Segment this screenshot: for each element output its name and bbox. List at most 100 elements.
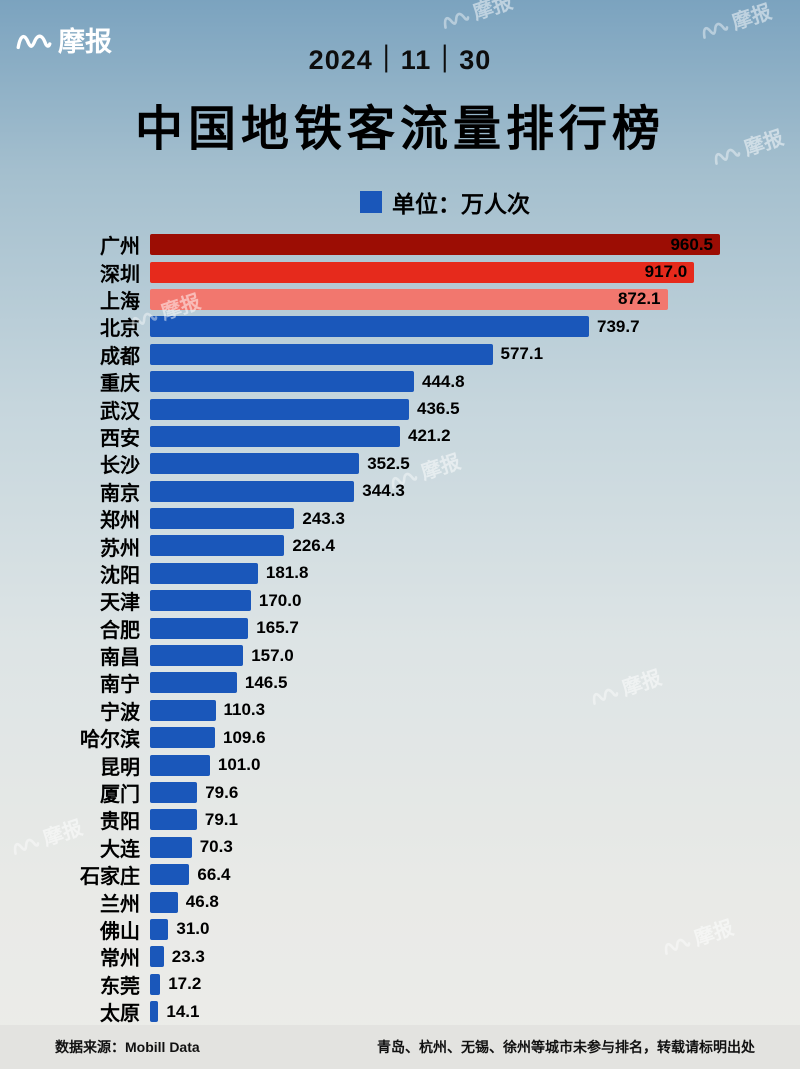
value-label: 243.3 bbox=[302, 508, 345, 528]
bar-row: 石家庄 66.4 bbox=[0, 861, 800, 888]
bar-row: 北京 739.7 bbox=[0, 313, 800, 340]
bar-row: 重庆 444.8 bbox=[0, 368, 800, 395]
bar-row: 苏州 226.4 bbox=[0, 532, 800, 560]
bar-row: 南京 344.3 bbox=[0, 478, 800, 505]
value-label: 146.5 bbox=[244, 672, 288, 692]
brand-name: 摩报 bbox=[58, 27, 112, 57]
value-label: 352.5 bbox=[367, 453, 410, 473]
city-label: 重庆 bbox=[100, 373, 140, 396]
value-label: 66.4 bbox=[197, 864, 231, 884]
value-label: 226.4 bbox=[292, 535, 335, 555]
value-label: 444.8 bbox=[422, 371, 465, 391]
value-label: 70.3 bbox=[199, 837, 233, 857]
city-label: 西安 bbox=[100, 427, 140, 450]
page-title: 中国地铁客流量排行榜 bbox=[134, 103, 665, 156]
bar bbox=[150, 425, 400, 447]
value-label: 79.1 bbox=[204, 809, 238, 829]
bar-row: 武汉 436.5 bbox=[0, 395, 800, 423]
value-label: 14.1 bbox=[166, 1001, 200, 1021]
bar-track: 226.4 bbox=[150, 535, 800, 557]
bar bbox=[150, 782, 198, 803]
bar-track: 577.1 bbox=[150, 343, 800, 365]
city-label: 郑州 bbox=[100, 510, 140, 533]
bar-track: 181.8 bbox=[150, 562, 800, 584]
legend: 单位：万人次 bbox=[45, 185, 800, 219]
value-label: 181.8 bbox=[265, 563, 309, 583]
bar bbox=[150, 480, 355, 502]
bar-track: 421.2 bbox=[150, 425, 800, 447]
bar bbox=[150, 864, 190, 886]
city-label: 深圳 bbox=[100, 263, 140, 286]
bar bbox=[150, 645, 244, 667]
city-label: 合肥 bbox=[100, 619, 140, 642]
bar-row: 南宁 146.5 bbox=[0, 669, 800, 696]
value-label: 109.6 bbox=[223, 727, 266, 747]
city-label: 天津 bbox=[100, 592, 140, 615]
value-label: 31.0 bbox=[176, 919, 210, 939]
city-label: 佛山 bbox=[100, 920, 140, 943]
bar bbox=[150, 754, 210, 776]
data-source: 数据来源：Mobill Data bbox=[55, 1039, 200, 1056]
city-label: 贵阳 bbox=[100, 811, 140, 834]
value-label: 960.5 bbox=[670, 234, 713, 254]
bar-row: 上海 872.1 bbox=[0, 286, 800, 313]
footer: 数据来源：Mobill Data 青岛、杭州、无锡、徐州等城市未参与排名，转载请… bbox=[0, 1025, 800, 1069]
bar-row: 合肥 165.7 bbox=[0, 614, 800, 642]
bar bbox=[150, 1001, 159, 1023]
brand-icon bbox=[16, 28, 52, 51]
bar-row: 哈尔滨 109.6 bbox=[0, 724, 800, 751]
bar-row: 贵阳 79.1 bbox=[0, 806, 800, 833]
bar bbox=[150, 535, 285, 557]
bar bbox=[150, 836, 192, 858]
bar-track: 23.3 bbox=[150, 946, 800, 968]
bar-track: 917.0 bbox=[150, 261, 800, 283]
bar-track: 14.1 bbox=[150, 1001, 800, 1023]
city-label: 武汉 bbox=[100, 400, 140, 423]
bar-track: 66.4 bbox=[150, 864, 800, 886]
city-label: 广州 bbox=[100, 236, 140, 259]
city-label: 长沙 bbox=[100, 455, 140, 478]
value-label: 170.0 bbox=[258, 590, 302, 610]
bar-track: 170.0 bbox=[150, 590, 800, 612]
value-label: 344.3 bbox=[362, 481, 405, 501]
city-label: 上海 bbox=[100, 290, 140, 313]
city-label: 成都 bbox=[100, 345, 140, 368]
bar bbox=[150, 508, 295, 530]
bar-track: 101.0 bbox=[150, 754, 800, 776]
bar-track: 960.5 bbox=[150, 234, 800, 256]
bar-track: 46.8 bbox=[150, 891, 800, 913]
value-label: 436.5 bbox=[417, 399, 460, 419]
bar: 917.0 bbox=[150, 261, 695, 283]
bar bbox=[150, 617, 249, 639]
bar-track: 110.3 bbox=[150, 699, 800, 721]
city-label: 哈尔滨 bbox=[80, 729, 140, 752]
bar-track: 444.8 bbox=[150, 371, 800, 393]
bar-row: 南昌 157.0 bbox=[0, 642, 800, 669]
legend-swatch bbox=[360, 191, 382, 213]
value-label: 577.1 bbox=[500, 344, 544, 364]
city-label: 东莞 bbox=[100, 975, 140, 998]
city-label: 宁波 bbox=[100, 701, 140, 724]
bar-row: 深圳 917.0 bbox=[0, 258, 800, 286]
value-label: 165.7 bbox=[256, 618, 299, 638]
city-label: 苏州 bbox=[100, 537, 140, 560]
bar bbox=[150, 946, 164, 968]
city-label: 南昌 bbox=[100, 647, 140, 670]
bar bbox=[150, 672, 237, 694]
value-label: 917.0 bbox=[644, 262, 688, 282]
value-label: 23.3 bbox=[171, 946, 205, 966]
city-label: 太原 bbox=[100, 1003, 140, 1026]
bar-track: 436.5 bbox=[150, 398, 800, 420]
bar-track: 243.3 bbox=[150, 508, 800, 530]
bar-row: 佛山 31.0 bbox=[0, 916, 800, 943]
bar-row: 宁波 110.3 bbox=[0, 697, 800, 724]
bar bbox=[150, 316, 589, 338]
bar-track: 165.7 bbox=[150, 617, 800, 639]
bar-row: 西安 421.2 bbox=[0, 423, 800, 450]
bar-row: 昆明 101.0 bbox=[0, 751, 800, 779]
bar bbox=[150, 343, 493, 365]
bar-chart: 广州 960.5 深圳 917.0 上海 872.1 北京 739.7 成都 577.1 重庆 444… bbox=[0, 231, 800, 1025]
bar bbox=[150, 371, 414, 393]
value-label: 79.6 bbox=[205, 782, 239, 802]
bar bbox=[150, 398, 409, 420]
